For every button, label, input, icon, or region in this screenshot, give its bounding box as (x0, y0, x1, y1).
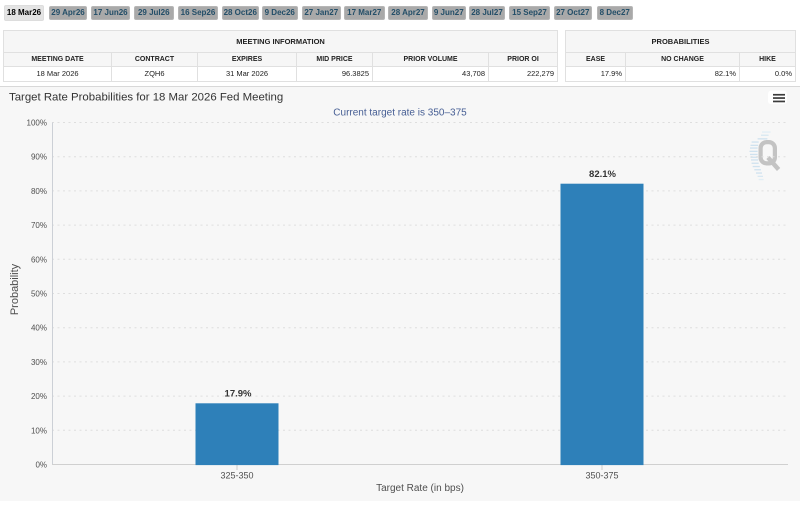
svg-text:50%: 50% (31, 290, 47, 299)
svg-text:Current target rate is 350–375: Current target rate is 350–375 (333, 108, 467, 119)
svg-text:82.1%: 82.1% (589, 169, 616, 180)
svg-text:17.9%: 17.9% (225, 389, 252, 400)
svg-text:80%: 80% (31, 187, 47, 196)
svg-text:350-375: 350-375 (585, 471, 618, 481)
svg-text:70%: 70% (31, 221, 47, 230)
svg-text:20%: 20% (31, 392, 47, 401)
svg-text:10%: 10% (31, 426, 47, 435)
svg-text:60%: 60% (31, 255, 47, 264)
svg-text:Probability: Probability (9, 263, 21, 315)
svg-text:30%: 30% (31, 358, 47, 367)
svg-text:325-350: 325-350 (220, 471, 253, 481)
svg-text:Target Rate Probabilities for: Target Rate Probabilities for 18 Mar 202… (9, 92, 283, 104)
svg-text:Target Rate (in bps): Target Rate (in bps) (376, 483, 464, 494)
svg-text:40%: 40% (31, 324, 47, 333)
svg-text:100%: 100% (27, 119, 47, 128)
svg-text:90%: 90% (31, 153, 47, 162)
svg-text:0%: 0% (35, 461, 47, 470)
